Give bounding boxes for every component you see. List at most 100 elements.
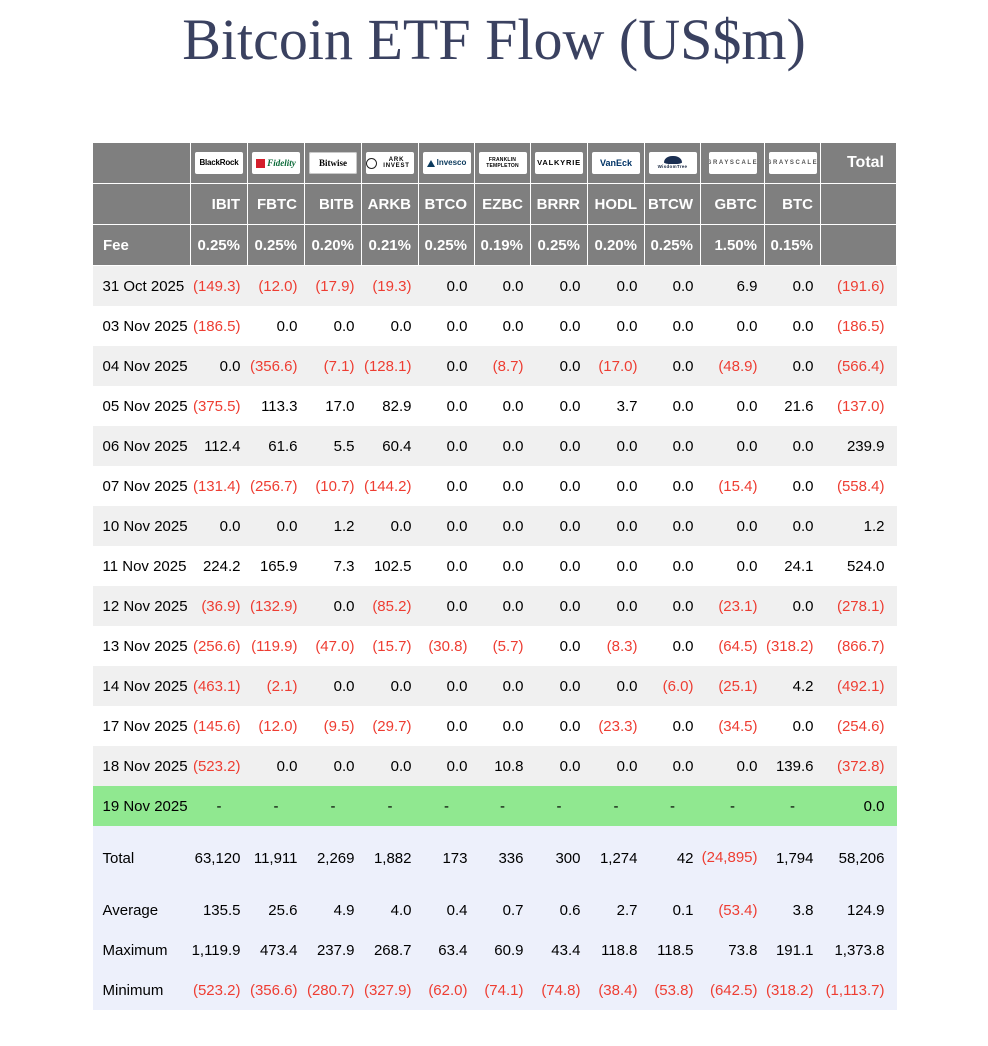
summary-total-cell: 124.9 <box>846 901 885 919</box>
summary-value-cell: (642.5) <box>709 981 758 999</box>
fee-total-spacer <box>820 224 897 266</box>
summary-value-cell: 1,882 <box>373 849 412 867</box>
summary-value-cell: (38.4) <box>598 981 638 999</box>
value-cell: 0.0 <box>792 717 814 735</box>
value-cell: 0.0 <box>559 637 581 655</box>
value-cell: (9.5) <box>323 717 355 735</box>
value-cell: 0.0 <box>559 357 581 375</box>
summary-value-cell: (53.4) <box>718 901 758 919</box>
value-cell: (17.0) <box>598 357 638 375</box>
summary-value-cell: 4.0 <box>390 901 412 919</box>
ticker-btcw: BTCW <box>644 183 701 225</box>
value-cell: 0.0 <box>616 477 638 495</box>
value-cell: - <box>387 797 393 815</box>
value-cell: 0.0 <box>446 397 468 415</box>
value-cell: 0.0 <box>616 437 638 455</box>
value-cell: 0.0 <box>616 677 638 695</box>
value-cell: (15.4) <box>718 477 758 495</box>
value-cell: (2.1) <box>266 677 298 695</box>
value-cell: 0.0 <box>502 437 524 455</box>
summary-row: Minimum (523.2) (356.6) (280.7) (327.9) (62.0… <box>92 970 897 1010</box>
value-cell: 0.0 <box>616 597 638 615</box>
row-total-cell: 524.0 <box>846 557 885 575</box>
value-cell: (12.0) <box>258 277 298 295</box>
value-cell: (256.7) <box>249 477 298 495</box>
value-cell: 0.0 <box>672 357 694 375</box>
date-cell: 17 Nov 2025 <box>102 717 188 735</box>
value-cell: 0.0 <box>672 517 694 535</box>
value-cell: 0.0 <box>559 757 581 775</box>
data-row: 03 Nov 2025 (186.5) 0.0 0.0 0.0 0.0 0.0 0.0 0.0 0… <box>93 306 897 346</box>
value-cell: 0.0 <box>559 677 581 695</box>
value-cell: 0.0 <box>736 437 758 455</box>
value-cell: (356.6) <box>249 357 298 375</box>
date-cell: 14 Nov 2025 <box>102 677 188 695</box>
summary-value-cell: 1,794 <box>775 849 814 867</box>
invesco-logo: Invesco <box>422 152 471 174</box>
value-cell: 0.0 <box>502 477 524 495</box>
row-total-cell: 239.9 <box>846 437 885 455</box>
valkyrie-logo-cell: Valkyrie <box>530 142 588 184</box>
corner-cell <box>92 183 191 225</box>
valkyrie-logo: Valkyrie <box>535 152 583 174</box>
data-row: 13 Nov 2025 (256.6) (119.9) (47.0) (15.7) (30… <box>93 626 897 666</box>
value-cell: 0.0 <box>446 717 468 735</box>
value-cell: 4.2 <box>792 677 814 695</box>
ticker-btc: BTC <box>764 183 821 225</box>
summary-value-cell: 1,119.9 <box>191 941 241 959</box>
grayscale-logo: Grayscale <box>768 152 817 174</box>
summary-value-cell: 473.4 <box>259 941 298 959</box>
value-cell: 0.0 <box>792 317 814 335</box>
value-cell: (34.5) <box>718 717 758 735</box>
summary-value-cell: 73.8 <box>728 941 758 959</box>
value-cell: 0.0 <box>390 757 412 775</box>
summary-value-cell: 42 <box>676 849 694 867</box>
value-cell: - <box>556 797 562 815</box>
value-cell: 6.9 <box>736 277 758 295</box>
fee-arkb: 0.21% <box>361 224 419 266</box>
row-total-cell: (558.4) <box>836 477 885 495</box>
value-cell: 0.0 <box>446 277 468 295</box>
summary-total-cell: 1,373.8 <box>834 941 885 959</box>
grayscale-logo-cell: Grayscale <box>764 142 821 184</box>
data-row: 18 Nov 2025 (523.2) 0.0 0.0 0.0 0.0 10.8 0.0 0.0… <box>92 746 897 786</box>
row-total-cell: (566.4) <box>836 357 885 375</box>
summary-value-cell: 2.7 <box>616 901 638 919</box>
row-total-cell: 0.0 <box>863 797 885 815</box>
value-cell: 0.0 <box>559 277 581 295</box>
summary-label: Average <box>102 901 159 919</box>
summary-value-cell: (318.2) <box>765 981 814 999</box>
value-cell: 7.3 <box>333 557 355 575</box>
value-cell: 0.0 <box>672 277 694 295</box>
fee-fbtc: 0.25% <box>247 224 305 266</box>
summary-value-cell: (74.8) <box>541 981 581 999</box>
date-cell: 05 Nov 2025 <box>102 397 188 415</box>
summary-value-cell: (74.1) <box>484 981 524 999</box>
value-cell: 82.9 <box>382 397 412 415</box>
value-cell: 10.8 <box>494 757 524 775</box>
date-cell: 11 Nov 2025 <box>102 557 187 575</box>
summary-value-cell: 25.6 <box>268 901 298 919</box>
data-row: 14 Nov 2025 (463.1) (2.1) 0.0 0.0 0.0 0.0 0.0 0.… <box>92 666 897 706</box>
value-cell: 0.0 <box>559 597 581 615</box>
summary-value-cell: 63.4 <box>438 941 468 959</box>
summary-value-cell: (356.6) <box>249 981 298 999</box>
value-cell: 0.0 <box>502 517 524 535</box>
value-cell: 0.0 <box>559 397 581 415</box>
wisdomtree-logo: WisdomTree <box>648 152 697 174</box>
summary-value-cell: (53.8) <box>654 981 694 999</box>
date-cell: 04 Nov 2025 <box>102 357 188 375</box>
total-header-spacer <box>820 183 897 225</box>
value-cell: 0.0 <box>559 557 581 575</box>
value-cell: (5.7) <box>492 637 524 655</box>
date-cell: 19 Nov 2025 <box>102 797 188 815</box>
summary-total-cell: (1,113.7) <box>825 981 885 999</box>
ticker-ibit: IBIT <box>190 183 248 225</box>
wisdomtree-logo-cell: WisdomTree <box>644 142 701 184</box>
ticker-arkb: ARKB <box>361 183 419 225</box>
value-cell: (23.3) <box>598 717 638 735</box>
summary-value-cell: 336 <box>498 849 524 867</box>
value-cell: 0.0 <box>672 397 694 415</box>
ticker-bitb: BITB <box>304 183 362 225</box>
